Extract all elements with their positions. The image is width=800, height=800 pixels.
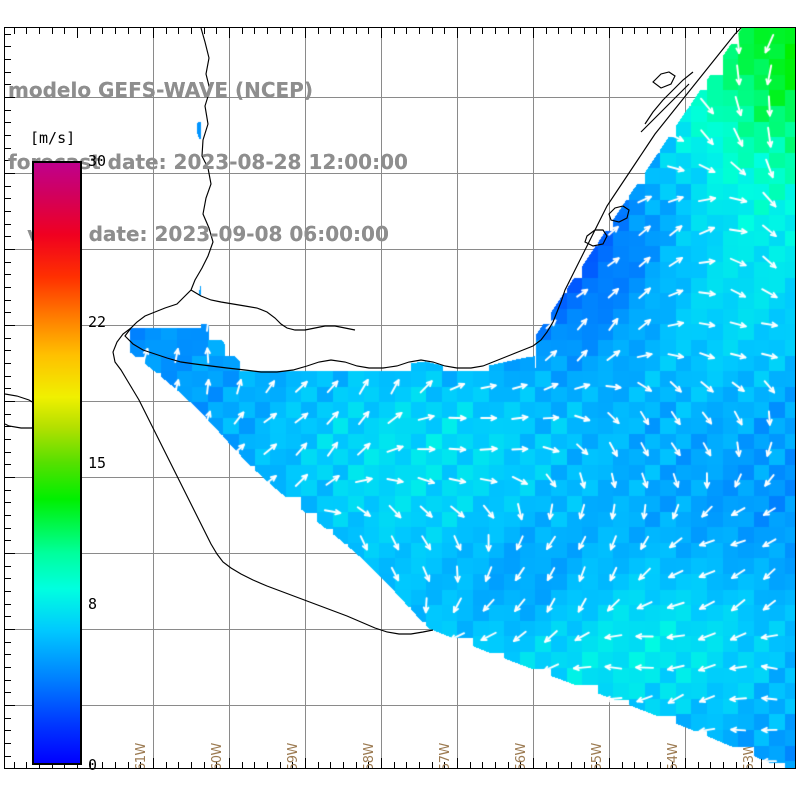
colorbar-tick-8: 8 xyxy=(88,594,98,613)
map-plot-area[interactable]: 61W60W59W58W57W56W55W54W53W 32S33S34S35S… xyxy=(4,27,796,769)
colorbar-tick-30: 30 xyxy=(88,152,107,170)
wind-speed-heatmap xyxy=(5,28,795,768)
map-canvas: 61W60W59W58W57W56W55W54W53W 32S33S34S35S… xyxy=(5,28,795,768)
colorbar-unit-label: [m/s] xyxy=(30,129,76,147)
colorbar-tick-0: 0 xyxy=(88,756,98,774)
colorbar-tick-15: 15 xyxy=(88,454,107,472)
colorbar-gradient xyxy=(32,161,82,765)
tick-mark xyxy=(789,768,795,769)
tick-mark xyxy=(5,768,11,769)
colorbar-tick-22: 22 xyxy=(88,313,107,332)
